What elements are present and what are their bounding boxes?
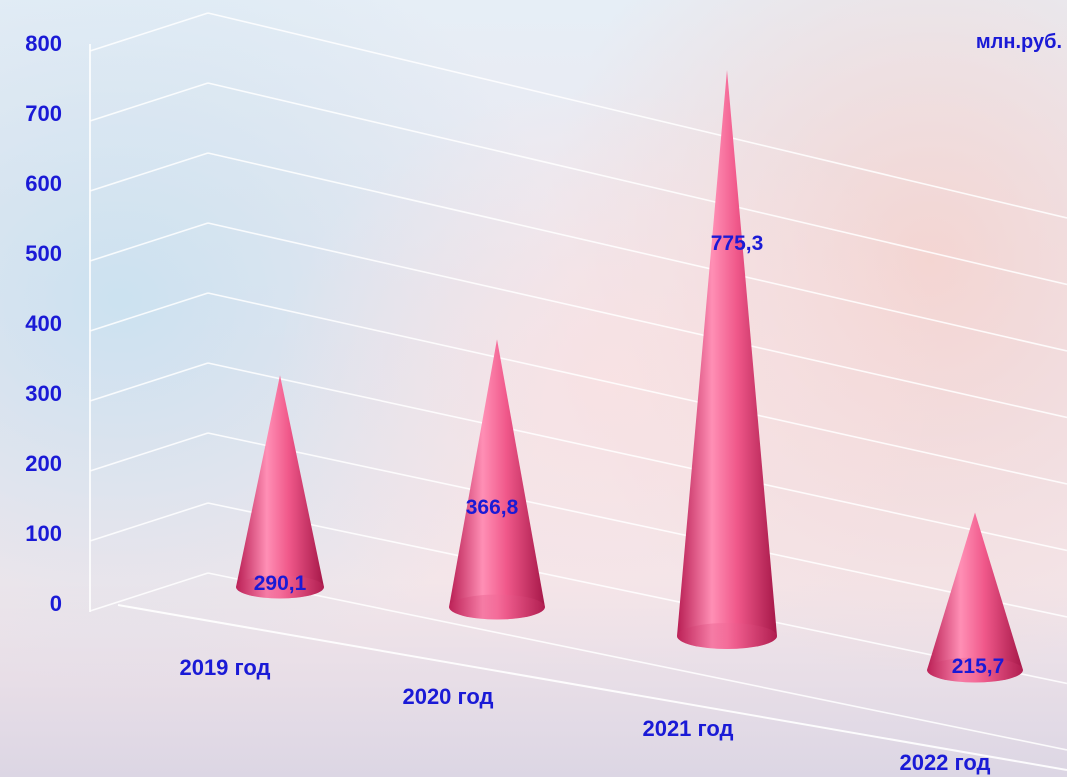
gridline-300 (207, 362, 1067, 552)
bar-cone-4 (927, 512, 1023, 683)
gridline-back-700 (89, 82, 209, 122)
cone-body (927, 512, 1023, 683)
gridline-200 (207, 432, 1067, 618)
floor-line (117, 604, 1067, 771)
gridline-600 (207, 152, 1067, 352)
y-tick-label: 100 (25, 521, 62, 546)
bar-cone-1 (236, 375, 324, 599)
x-tick-label: 2019 год (179, 655, 270, 680)
gridline-back-600 (89, 152, 209, 192)
gridline-back-0 (89, 572, 209, 612)
gridline-back-300 (89, 362, 209, 402)
gridline-800 (207, 12, 1067, 219)
gridline-0 (207, 572, 1067, 751)
data-label: 775,3 (711, 232, 764, 255)
y-tick-label: 200 (25, 451, 62, 476)
bar-cone-3 (677, 70, 777, 649)
gridline-back-100 (89, 502, 209, 542)
gridline-back-800 (89, 12, 209, 52)
cone-body (236, 375, 324, 599)
cone-body (677, 70, 777, 649)
y-tick-label: 500 (25, 241, 62, 266)
gridline-back-500 (89, 222, 209, 262)
data-label: 366,8 (466, 496, 519, 519)
gridline-back-200 (89, 432, 209, 472)
gridline-back-400 (89, 292, 209, 332)
cone-body (449, 339, 545, 620)
y-tick-label: 400 (25, 311, 62, 336)
y-tick-label: 800 (25, 31, 62, 56)
bar-cone-2 (449, 339, 545, 620)
data-label: 215,7 (952, 655, 1005, 678)
x-tick-label: 2022 год (899, 750, 990, 775)
cone-base (236, 575, 324, 599)
y-tick-label: 700 (25, 101, 62, 126)
y-tick-label: 300 (25, 381, 62, 406)
unit-label: млн.руб. (976, 31, 1062, 53)
y-tick-label: 0 (50, 591, 62, 616)
x-tick-label: 2020 год (402, 684, 493, 709)
cone-base (927, 657, 1023, 683)
x-tick-label: 2021 год (642, 716, 733, 741)
y-tick-label: 600 (25, 171, 62, 196)
cone-base (449, 594, 545, 620)
data-label: 290,1 (254, 572, 307, 595)
gridline-100 (207, 502, 1067, 685)
cone-base (677, 623, 777, 649)
gridline-500 (207, 222, 1067, 419)
gridline-700 (207, 82, 1067, 286)
gridline-400 (207, 292, 1067, 485)
